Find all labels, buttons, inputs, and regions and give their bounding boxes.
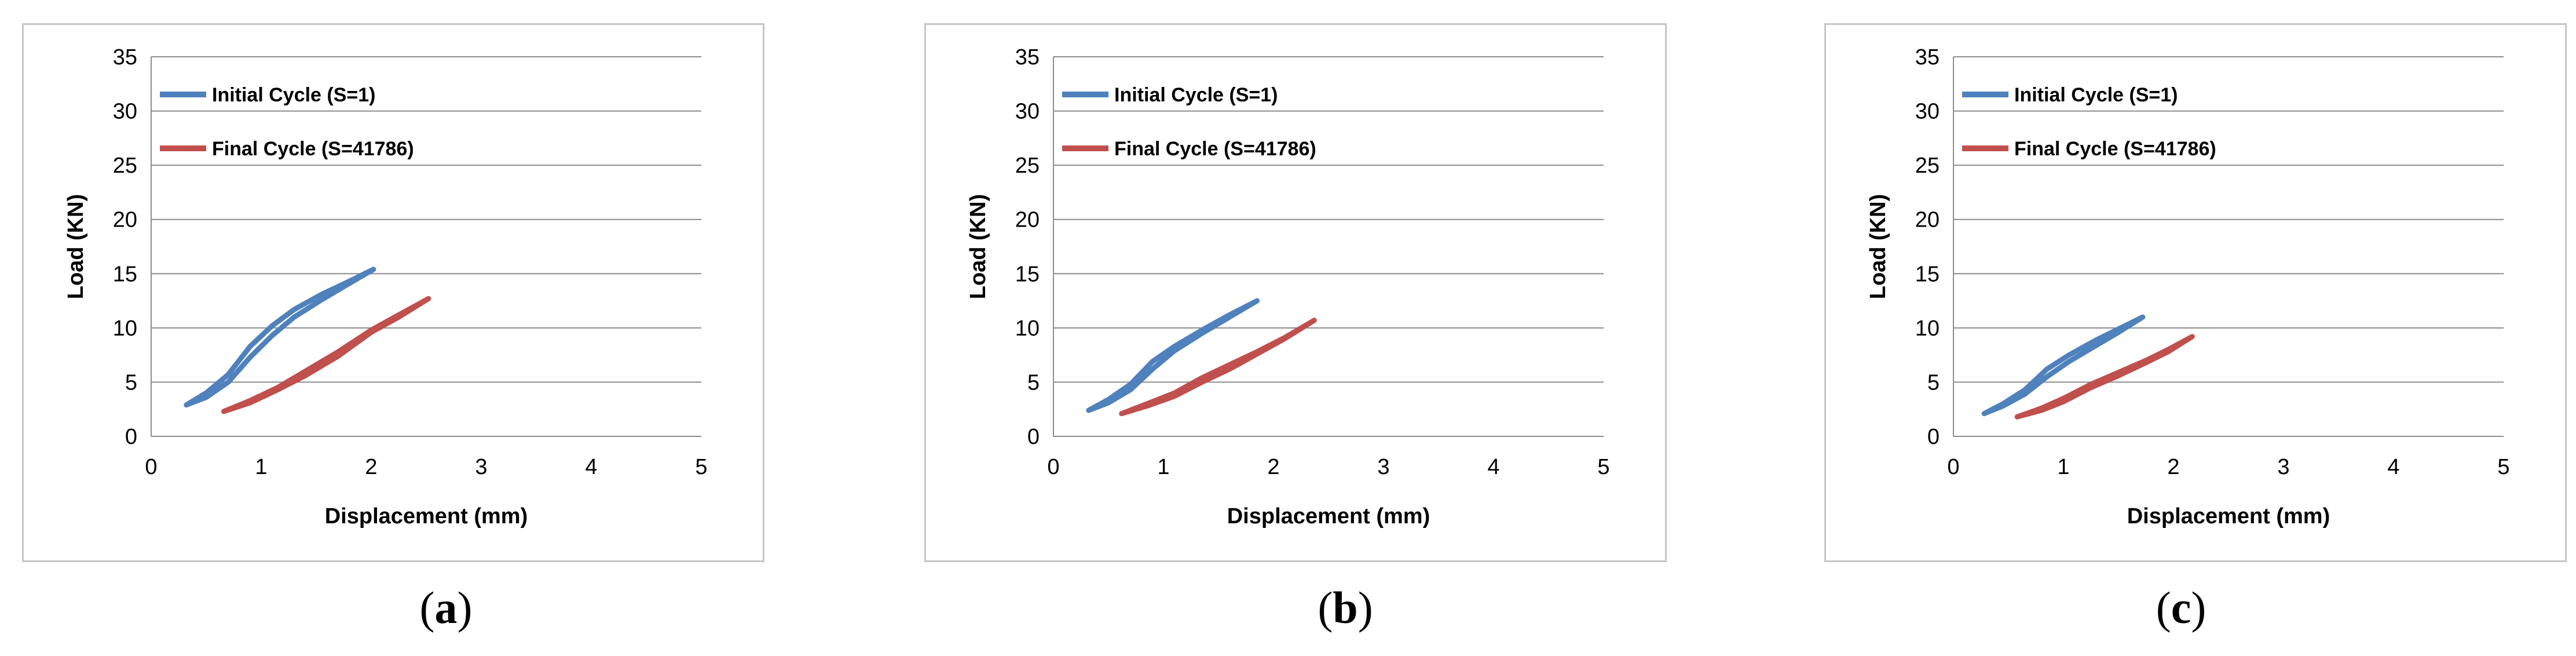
y-tick-label: 10 [113, 316, 137, 341]
x-axis-title: Displacement (mm) [1227, 504, 1430, 529]
y-axis-title: Load (KN) [64, 194, 88, 300]
y-tick-label: 0 [1027, 425, 1040, 449]
y-tick-label: 20 [1915, 208, 1940, 232]
legend-label: Initial Cycle (S=1) [1114, 84, 1278, 106]
y-tick-label: 15 [1915, 262, 1940, 286]
series-line-initial-cycle [184, 267, 376, 408]
series-line-initial-cycle [1981, 314, 2146, 417]
x-tick-label: 0 [1047, 455, 1059, 479]
legend-label: Initial Cycle (S=1) [2014, 84, 2178, 106]
x-tick-label: 2 [365, 455, 377, 479]
x-tick-label: 1 [1157, 455, 1169, 479]
y-tick-label: 15 [113, 262, 137, 286]
y-tick-label: 35 [113, 45, 137, 70]
x-axis-title: Displacement (mm) [2127, 504, 2330, 529]
x-tick-label: 1 [255, 455, 267, 479]
chart-svg-b: 0 5 10 15 20 25 30 35 0 1 2 3 4 5 Displacement (mm) Loa… [966, 45, 1610, 529]
y-tick-label: 25 [1915, 154, 1940, 178]
y-tick-label: 25 [1015, 154, 1040, 178]
x-tick-label: 3 [2277, 455, 2289, 479]
x-tick-label: 3 [475, 455, 487, 479]
x-tick-label: 2 [1267, 455, 1279, 479]
x-tick-label: 0 [1947, 455, 1959, 479]
y-tick-label: 5 [125, 370, 137, 395]
y-axis-title: Load (KN) [966, 194, 990, 300]
x-tick-label: 2 [2167, 455, 2179, 479]
caption-c-letter: c [2171, 582, 2191, 633]
chart-panel-b: 0 5 10 15 20 25 30 35 0 1 2 3 4 5 Displacement (mm) Loa… [924, 23, 1667, 562]
caption-a: (a) [419, 582, 473, 633]
y-tick-label: 15 [1015, 262, 1040, 286]
x-tick-label: 5 [695, 455, 707, 479]
y-tick-label: 20 [113, 208, 137, 232]
y-tick-label: 30 [1915, 100, 1940, 124]
series-line-final-cycle [2014, 334, 2195, 420]
y-tick-label: 5 [1027, 370, 1040, 395]
y-axis-title: Load (KN) [1866, 194, 1890, 300]
series-line-initial-cycle [1086, 298, 1260, 413]
caption-b: (b) [1318, 582, 1373, 633]
chart-panel-c: 0 5 10 15 20 25 30 35 0 1 2 3 4 5 Displacement (mm) Loa… [1824, 23, 2567, 562]
x-tick-label: 1 [2057, 455, 2069, 479]
caption-a-letter: a [434, 582, 458, 633]
legend-label: Final Cycle (S=41786) [1114, 138, 1316, 160]
y-tick-label: 0 [125, 425, 137, 449]
y-tick-label: 10 [1015, 316, 1040, 341]
x-tick-label: 5 [1597, 455, 1609, 479]
y-tick-label: 30 [113, 100, 137, 124]
legend-label: Final Cycle (S=41786) [2014, 138, 2216, 160]
y-tick-label: 10 [1915, 316, 1940, 341]
caption-c: (c) [2156, 582, 2207, 633]
x-axis-title: Displacement (mm) [325, 504, 528, 529]
x-tick-label: 0 [145, 455, 157, 479]
legend-label: Final Cycle (S=41786) [212, 138, 414, 160]
series-line-final-cycle [221, 296, 431, 414]
series-line-final-cycle [1119, 318, 1317, 417]
x-tick-label: 4 [585, 455, 597, 479]
x-tick-label: 3 [1377, 455, 1389, 479]
x-tick-label: 5 [2497, 455, 2509, 479]
chart-svg-c: 0 5 10 15 20 25 30 35 0 1 2 3 4 5 Displacement (mm) Loa… [1866, 45, 2510, 529]
chart-panel-a: 0 5 10 15 20 25 30 35 0 1 2 3 4 5 Displacement (mm) Loa… [22, 23, 764, 562]
y-tick-label: 5 [1927, 370, 1940, 395]
legend-label: Initial Cycle (S=1) [212, 84, 376, 106]
y-tick-label: 35 [1915, 45, 1940, 70]
y-tick-label: 35 [1015, 45, 1040, 70]
y-tick-label: 30 [1015, 100, 1040, 124]
x-tick-label: 4 [2387, 455, 2399, 479]
x-tick-label: 4 [1487, 455, 1499, 479]
chart-svg-a: 0 5 10 15 20 25 30 35 0 1 2 3 4 5 Displacement (mm) Loa… [64, 45, 708, 529]
caption-b-letter: b [1333, 582, 1358, 633]
y-tick-label: 25 [113, 154, 137, 178]
y-tick-label: 0 [1927, 425, 1940, 449]
y-tick-label: 20 [1015, 208, 1040, 232]
